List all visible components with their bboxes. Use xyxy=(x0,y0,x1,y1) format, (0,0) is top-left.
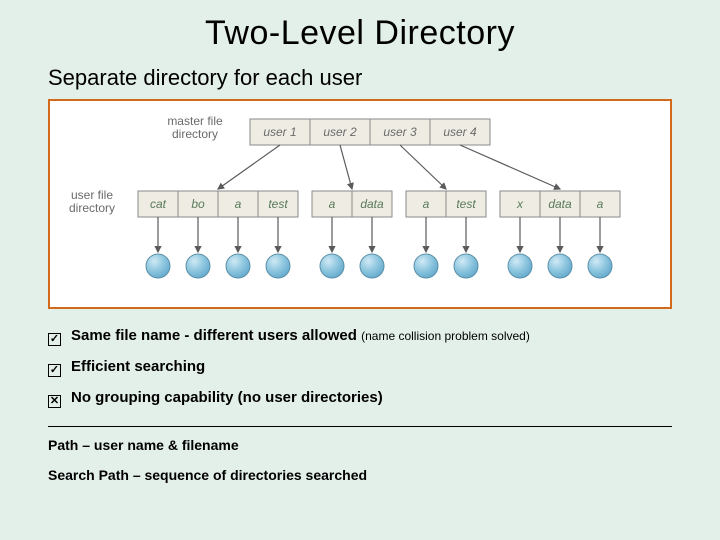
svg-text:x: x xyxy=(516,197,524,211)
svg-text:user 3: user 3 xyxy=(383,125,417,139)
two-level-directory-diagram: master filedirectoryuser 1user 2user 3us… xyxy=(50,101,670,307)
bullet-item: ✓ Efficient searching xyxy=(48,358,672,375)
svg-text:data: data xyxy=(360,197,384,211)
svg-text:directory: directory xyxy=(172,127,218,141)
subtitle: Separate directory for each user xyxy=(0,53,720,99)
svg-text:user file: user file xyxy=(71,188,113,202)
bullet-text: Same file name - different users allowed… xyxy=(71,327,530,344)
svg-text:a: a xyxy=(423,197,430,211)
page-title: Two-Level Directory xyxy=(0,0,720,53)
svg-text:data: data xyxy=(548,197,572,211)
diagram-frame: master filedirectoryuser 1user 2user 3us… xyxy=(48,99,672,309)
check-icon: ✓ xyxy=(48,364,61,377)
svg-text:user 1: user 1 xyxy=(263,125,296,139)
svg-text:cat: cat xyxy=(150,197,167,211)
svg-text:test: test xyxy=(268,197,288,211)
cross-icon: ✕ xyxy=(48,395,61,408)
footnotes: Path – user name & filename Search Path … xyxy=(0,427,720,483)
svg-text:a: a xyxy=(329,197,336,211)
bullet-text: Efficient searching xyxy=(71,358,205,375)
svg-text:user 4: user 4 xyxy=(443,125,477,139)
footnote: Search Path – sequence of directories se… xyxy=(48,467,672,483)
svg-text:bo: bo xyxy=(191,197,205,211)
svg-text:a: a xyxy=(597,197,604,211)
bullet-item: ✓ Same file name - different users allow… xyxy=(48,327,672,344)
svg-text:user 2: user 2 xyxy=(323,125,357,139)
svg-text:a: a xyxy=(235,197,242,211)
footnote: Path – user name & filename xyxy=(48,437,672,453)
svg-text:master file: master file xyxy=(167,114,223,128)
bullet-text: No grouping capability (no user director… xyxy=(71,389,383,406)
svg-text:test: test xyxy=(456,197,476,211)
check-icon: ✓ xyxy=(48,333,61,346)
bullet-item: ✕ No grouping capability (no user direct… xyxy=(48,389,672,406)
bullet-list: ✓ Same file name - different users allow… xyxy=(0,309,720,426)
svg-text:directory: directory xyxy=(69,201,115,215)
